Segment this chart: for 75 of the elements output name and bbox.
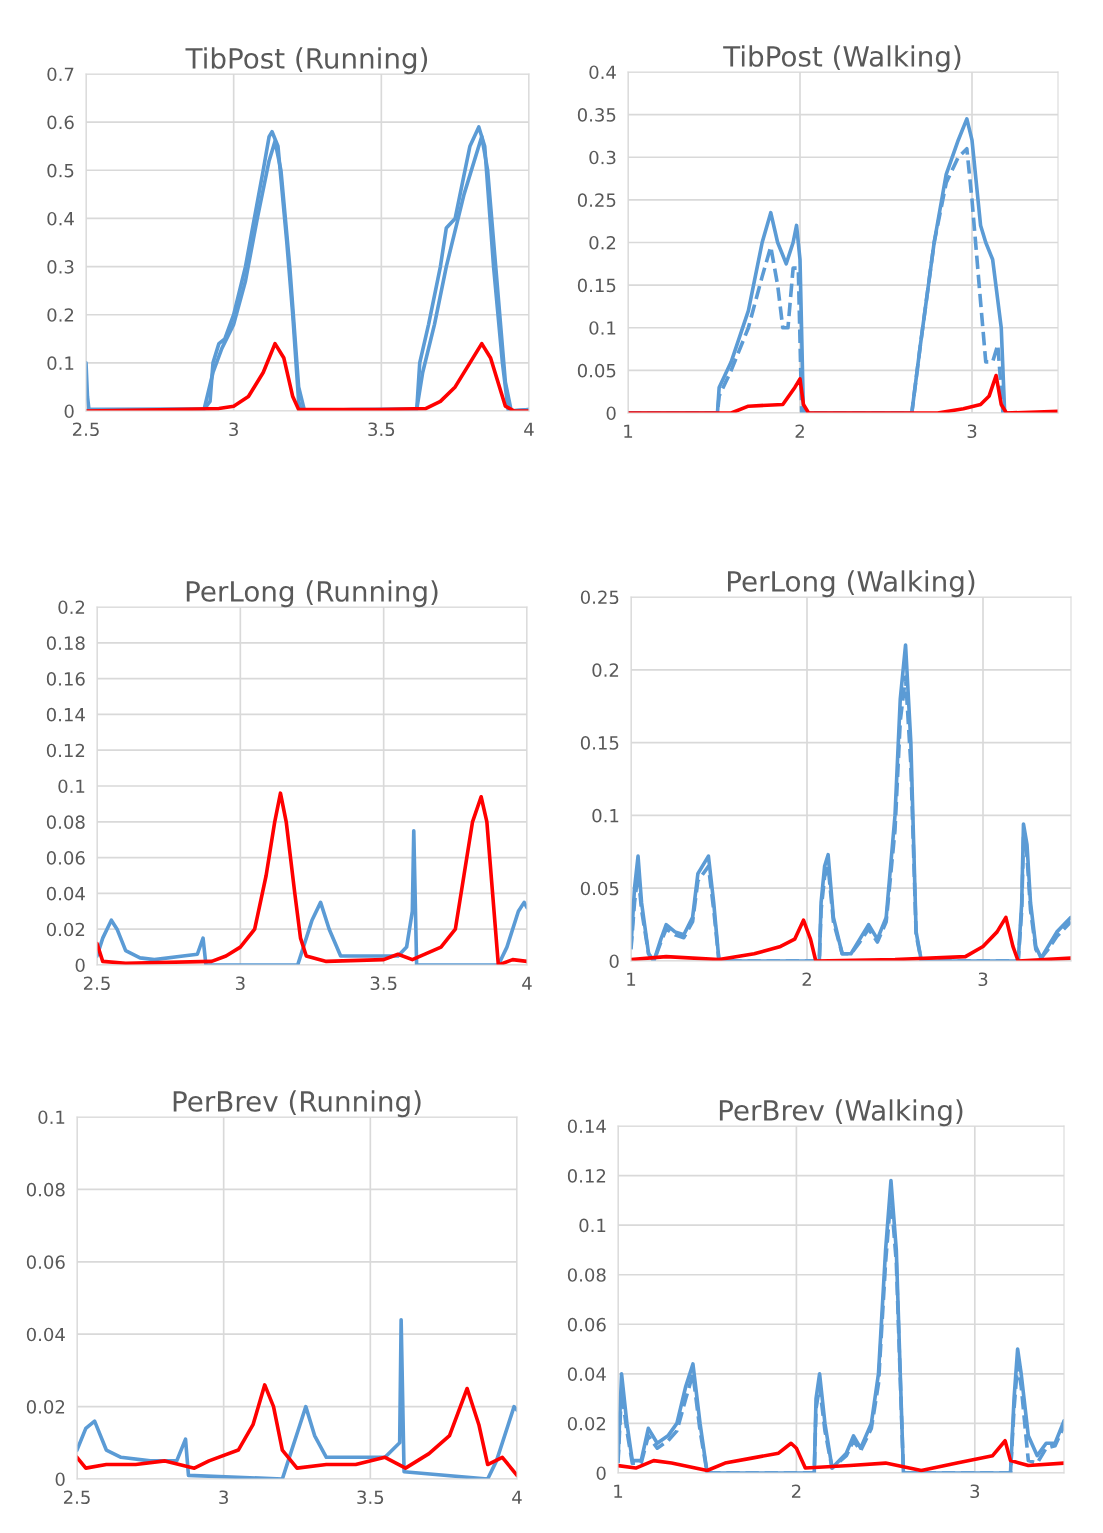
y-tick-label: 0.2 [47, 308, 74, 322]
x-tick-label: 2 [802, 972, 811, 986]
y-tick-label: 0.2 [589, 235, 616, 250]
y-tick-label: 0.12 [567, 1169, 606, 1183]
x-tick-label: 1 [614, 1484, 623, 1498]
y-tick-label: 0.1 [47, 356, 74, 370]
y-tick-label: 0.6 [47, 115, 74, 130]
y-tick-label: 0 [55, 1472, 65, 1487]
chart-title: PerBrev (Running) [173, 1090, 421, 1118]
y-tick-label: 0.02 [46, 922, 85, 937]
chart-title: PerLong (Walking) [728, 570, 975, 598]
y-tick-label: 0.1 [579, 1218, 606, 1233]
y-tick-label: 0.4 [589, 65, 616, 80]
y-tick-label: 0.16 [46, 672, 85, 686]
x-tick-label: 3 [978, 972, 988, 987]
y-tick-label: 0.25 [580, 590, 619, 605]
y-tick-label: 0.12 [46, 743, 85, 758]
x-tick-label: 4 [522, 976, 532, 990]
y-tick-label: 0.05 [580, 881, 619, 896]
y-tick-label: 0.06 [567, 1317, 606, 1332]
x-tick-label: 3 [235, 976, 245, 991]
x-tick-label: 1 [627, 972, 636, 986]
y-tick-label: 0 [64, 404, 74, 419]
x-tick-label: 4 [512, 1490, 522, 1504]
y-tick-label: 0.02 [26, 1400, 65, 1414]
x-tick-label: 3.5 [357, 1490, 384, 1505]
y-tick-label: 0 [606, 406, 616, 421]
y-tick-label: 0.1 [592, 808, 619, 823]
y-tick-label: 0 [596, 1466, 606, 1481]
y-tick-label: 0.04 [26, 1327, 65, 1342]
y-tick-label: 0.2 [592, 663, 619, 677]
chart-title: PerLong (Running) [186, 580, 438, 608]
y-tick-label: 0.08 [567, 1268, 606, 1282]
x-tick-label: 3.5 [370, 976, 397, 991]
y-tick-label: 0 [609, 954, 619, 969]
chart-title: TibPost (Walking) [723, 45, 961, 73]
y-tick-label: 0.02 [567, 1416, 606, 1431]
chart-title: TibPost (Running) [185, 47, 428, 75]
y-tick-label: 0.3 [589, 150, 616, 165]
chart-title: PerBrev (Walking) [719, 1099, 963, 1127]
x-tick-label: 3 [967, 424, 977, 439]
y-tick-label: 0.14 [567, 1119, 606, 1134]
y-tick-label: 0.15 [580, 736, 619, 750]
y-tick-label: 0.18 [46, 636, 85, 650]
x-tick-label: 3 [970, 1484, 980, 1499]
x-tick-label: 2.5 [83, 976, 110, 991]
x-tick-label: 2 [791, 1484, 801, 1498]
x-tick-label: 2.5 [63, 1490, 90, 1505]
y-tick-label: 0 [75, 958, 85, 973]
x-tick-label: 2.5 [72, 422, 99, 437]
y-tick-label: 0.5 [47, 163, 74, 178]
y-tick-label: 0.15 [577, 278, 616, 293]
y-tick-label: 0.3 [47, 260, 74, 274]
y-tick-label: 0.25 [577, 193, 616, 207]
x-tick-label: 2 [795, 424, 804, 438]
x-tick-label: 3.5 [368, 422, 395, 437]
x-tick-label: 3 [219, 1490, 228, 1505]
y-tick-label: 0.2 [58, 600, 85, 615]
y-tick-label: 0.05 [577, 363, 616, 378]
y-tick-label: 0.7 [47, 67, 74, 82]
y-tick-label: 0.08 [46, 815, 85, 829]
y-tick-label: 0.04 [567, 1367, 606, 1381]
y-tick-label: 0.06 [46, 851, 85, 865]
x-tick-label: 3 [229, 422, 238, 437]
y-tick-label: 0.1 [589, 321, 616, 335]
x-tick-label: 4 [524, 422, 534, 436]
y-tick-label: 0.1 [38, 1110, 65, 1125]
y-tick-label: 0.1 [58, 779, 85, 794]
y-tick-label: 0.04 [46, 886, 85, 901]
x-tick-label: 1 [624, 424, 633, 438]
y-tick-label: 0.35 [577, 108, 616, 122]
y-tick-label: 0.4 [47, 211, 74, 226]
y-tick-label: 0.14 [46, 707, 85, 722]
y-tick-label: 0.08 [26, 1182, 65, 1197]
y-tick-label: 0.06 [26, 1255, 65, 1269]
